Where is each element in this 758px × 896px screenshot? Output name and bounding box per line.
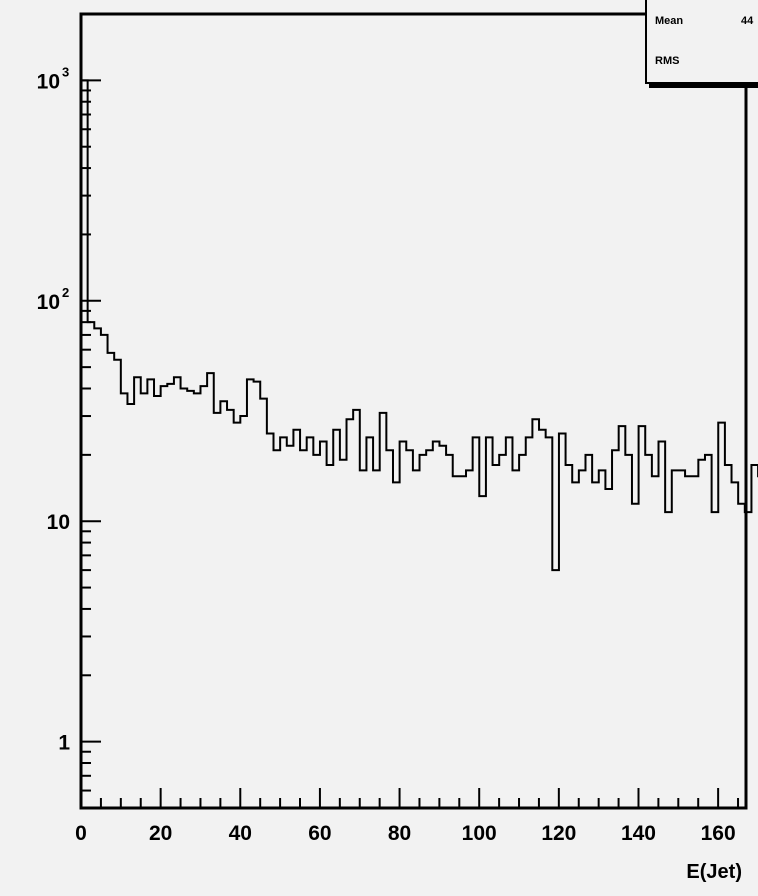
x-tick-label: 140 — [621, 822, 656, 845]
stats-mean-label: Mean — [655, 15, 684, 27]
plot-frame — [79, 12, 748, 810]
stats-mean-value: 44 — [741, 15, 754, 27]
axis-ticks — [80, 13, 740, 809]
stats-rms-label: RMS — [655, 55, 680, 67]
x-tick-label: 60 — [308, 822, 331, 845]
x-axis-label: E(Jet) — [686, 861, 742, 883]
y-tick-exponent: 2 — [62, 285, 69, 300]
stats-box: Mean 44 RMS — [645, 0, 758, 84]
x-tick-label: 40 — [229, 822, 252, 845]
x-tick-label: 120 — [541, 822, 576, 845]
y-tick-label: 10 — [37, 70, 60, 93]
x-tick-labels: 0 20 40 60 80 100 120 140 160 — [75, 822, 735, 845]
y-tick-label: 1 — [58, 732, 70, 755]
x-tick-label: 0 — [75, 822, 87, 845]
histogram-line — [80, 79, 758, 808]
x-tick-label: 20 — [149, 822, 172, 845]
x-tick-label: 80 — [388, 822, 411, 845]
y-tick-label: 10 — [37, 291, 60, 314]
x-tick-label: 160 — [701, 822, 736, 845]
x-tick-label: 100 — [462, 822, 497, 845]
y-tick-exponent: 3 — [62, 64, 69, 79]
y-tick-label: 10 — [47, 511, 70, 534]
